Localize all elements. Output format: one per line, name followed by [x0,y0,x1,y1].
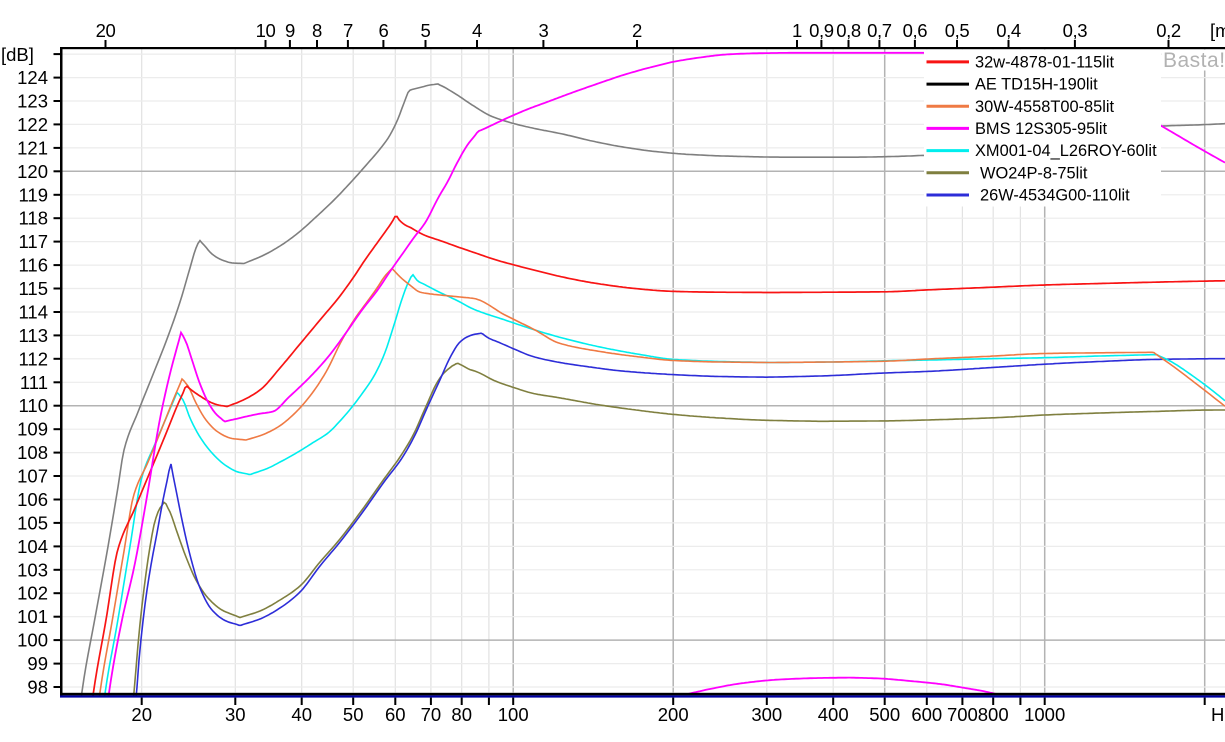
svg-text:124: 124 [17,67,48,88]
svg-text:100: 100 [498,704,529,725]
svg-text:110: 110 [19,395,49,416]
svg-text:20: 20 [96,20,116,41]
svg-text:111: 111 [20,372,48,393]
svg-text:30: 30 [225,704,246,725]
svg-text:50: 50 [343,704,364,725]
svg-text:80: 80 [451,704,472,725]
svg-text:XM001-04_L26ROY-60lit: XM001-04_L26ROY-60lit [975,142,1157,160]
svg-text:114: 114 [19,302,49,323]
svg-text:[m]: [m] [1210,20,1225,41]
svg-text:26W-4534G00-110lit: 26W-4534G00-110lit [980,187,1130,205]
svg-text:0,9: 0,9 [809,20,834,41]
svg-text:AE TD15H-190lit: AE TD15H-190lit [975,76,1098,94]
svg-text:120: 120 [17,161,48,182]
svg-text:5: 5 [421,20,431,41]
svg-text:99: 99 [27,653,48,674]
svg-text:600: 600 [911,704,942,725]
svg-text:Hz: Hz [1211,704,1225,725]
svg-text:116: 116 [19,255,49,276]
svg-text:119: 119 [19,184,49,205]
svg-text:Basta!: Basta! [1163,49,1225,72]
svg-text:113: 113 [19,325,49,346]
svg-text:105: 105 [17,512,48,533]
svg-text:112: 112 [19,348,49,369]
svg-text:WO24P-8-75lit: WO24P-8-75lit [980,164,1088,182]
svg-text:100: 100 [17,630,48,651]
svg-text:70: 70 [421,704,442,725]
svg-text:0,2: 0,2 [1156,20,1181,41]
svg-text:0,4: 0,4 [996,20,1021,41]
svg-text:7: 7 [343,20,353,41]
svg-text:123: 123 [17,91,48,112]
svg-text:6: 6 [378,20,388,41]
svg-text:122: 122 [17,114,48,135]
svg-text:9: 9 [285,20,295,41]
svg-text:108: 108 [17,442,48,463]
svg-text:117: 117 [19,231,49,252]
svg-text:102: 102 [17,583,48,604]
svg-text:8: 8 [312,20,322,41]
svg-text:[dB]: [dB] [1,44,34,65]
svg-text:700: 700 [947,704,978,725]
svg-text:40: 40 [291,704,312,725]
svg-text:60: 60 [385,704,406,725]
svg-text:103: 103 [17,559,48,580]
svg-text:118: 118 [19,208,49,229]
svg-text:0,7: 0,7 [867,20,892,41]
svg-text:101: 101 [17,606,48,627]
svg-text:0,8: 0,8 [836,20,861,41]
svg-text:BMS 12S305-95lit: BMS 12S305-95lit [975,120,1108,138]
svg-text:121: 121 [17,137,48,158]
svg-text:2: 2 [632,20,642,41]
svg-text:0,6: 0,6 [903,20,928,41]
svg-text:109: 109 [17,419,48,440]
svg-text:32w-4878-01-115lit: 32w-4878-01-115lit [975,54,1115,72]
svg-text:0,3: 0,3 [1063,20,1088,41]
svg-text:4: 4 [472,20,482,41]
svg-text:500: 500 [869,704,900,725]
svg-text:30W-4558T00-85lit: 30W-4558T00-85lit [975,98,1115,116]
svg-text:1000: 1000 [1024,704,1065,725]
svg-text:400: 400 [818,704,849,725]
svg-text:0,5: 0,5 [945,20,970,41]
svg-text:20: 20 [131,704,152,725]
svg-text:3: 3 [538,20,548,41]
svg-text:300: 300 [751,704,782,725]
svg-text:800: 800 [978,704,1009,725]
svg-text:98: 98 [27,677,48,698]
svg-text:115: 115 [19,278,49,299]
svg-text:104: 104 [17,536,48,557]
svg-text:107: 107 [17,466,48,487]
svg-text:10: 10 [256,20,276,41]
svg-text:200: 200 [658,704,689,725]
svg-text:1: 1 [792,20,802,41]
svg-text:106: 106 [17,489,48,510]
